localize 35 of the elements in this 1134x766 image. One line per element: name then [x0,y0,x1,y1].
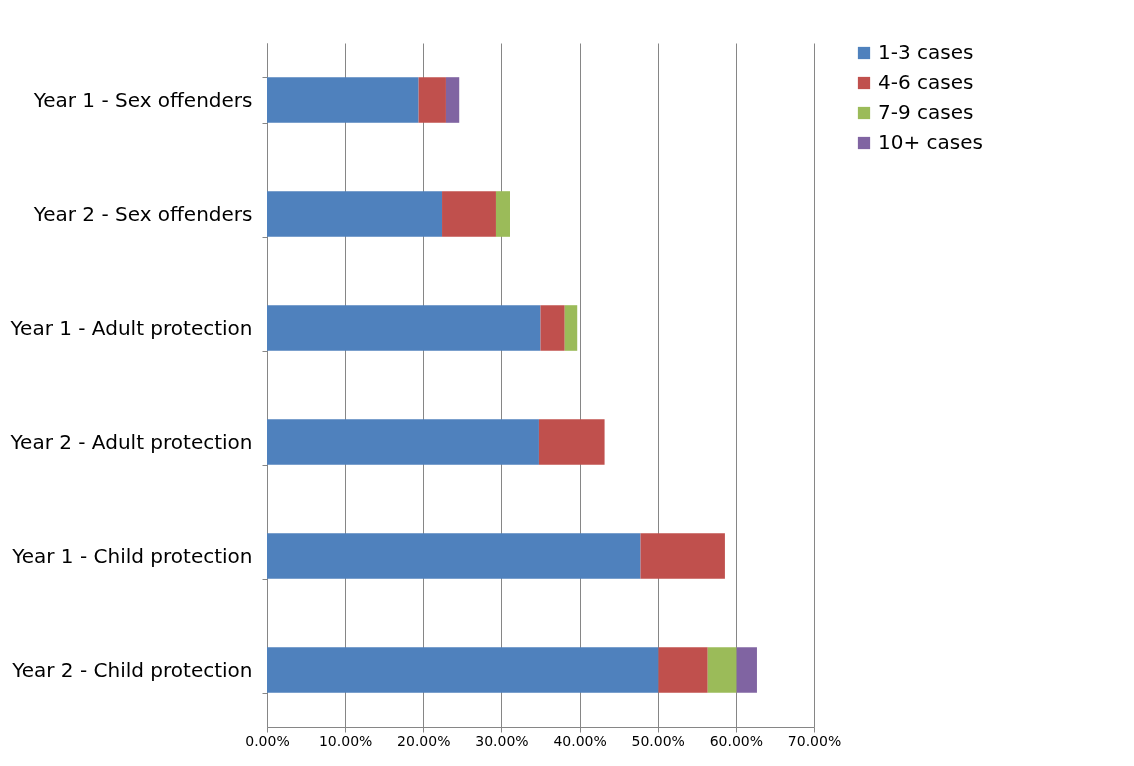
bar [495,191,511,237]
bar [418,77,446,123]
bar [267,191,443,237]
bar [564,305,578,351]
x-tick-label: 10.00% [318,732,373,749]
y-tick-label: Year 1 - Child protection [11,543,253,568]
bar [540,305,565,351]
y-tick-label: Year 2 - Child protection [11,657,253,682]
x-tick-label: 0.00% [245,732,290,749]
bar [267,77,419,123]
x-tick-label: 60.00% [709,732,764,749]
y-tick-label: Year 2 - Sex offenders [32,201,253,226]
y-tick-label: Year 1 - Sex offenders [32,87,253,112]
bar [267,305,541,351]
bar [267,419,539,465]
bar [707,647,737,693]
x-tick-label: 30.00% [475,732,529,749]
bar [445,77,460,123]
y-tick-label: Year 2 - Adult protection [9,429,253,454]
x-tick-label: 20.00% [397,732,451,749]
bar [736,647,757,693]
bar [267,533,641,579]
y-tick-label: Year 1 - Adult protection [9,315,253,340]
legend-label: 1-3 cases [878,40,974,64]
bar [442,191,496,237]
legend-label: 7-9 cases [878,100,974,124]
bar [640,533,725,579]
x-tick-label: 50.00% [631,732,685,749]
bar [658,647,708,693]
x-tick-label: 40.00% [553,732,607,749]
bar [538,419,605,465]
legend-label: 4-6 cases [878,70,974,94]
x-tick-label: 70.00% [787,732,842,749]
legend-label: 10+ cases [878,130,983,154]
bar [267,647,659,693]
